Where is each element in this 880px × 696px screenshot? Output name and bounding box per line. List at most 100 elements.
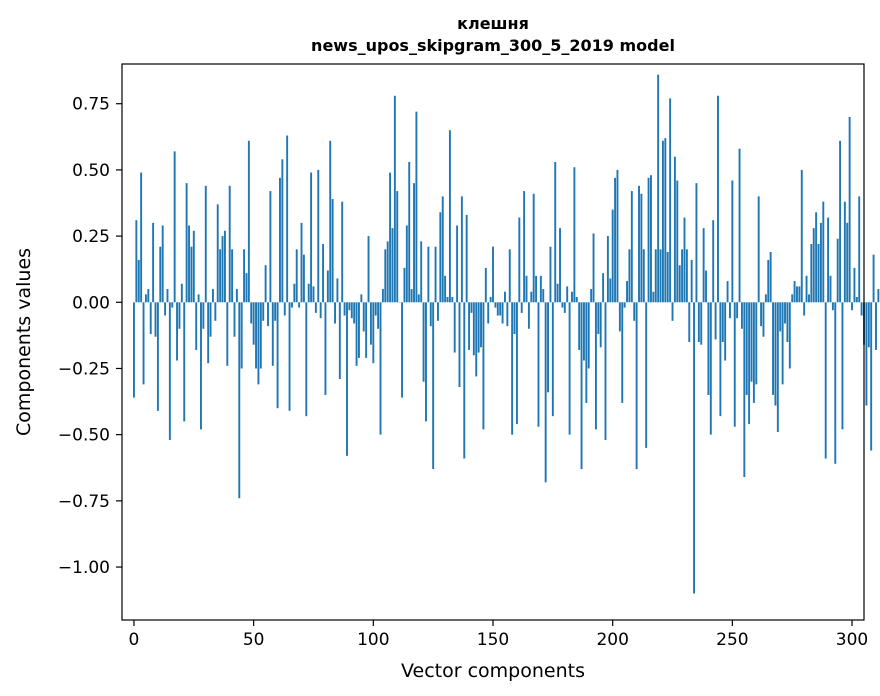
- bar-163: [523, 191, 526, 303]
- bar-183: [571, 291, 573, 303]
- bar-274: [788, 302, 791, 369]
- bar-55: [264, 265, 267, 303]
- bar-267: [772, 302, 774, 395]
- bar-119: [417, 294, 420, 303]
- bar-135: [456, 225, 459, 303]
- bar-281: [805, 275, 808, 303]
- bar-290: [827, 217, 830, 303]
- bar-279: [800, 169, 803, 303]
- bar-177: [556, 283, 559, 303]
- bar-58: [271, 302, 274, 366]
- bar-36: [219, 249, 222, 303]
- bar-251: [733, 302, 736, 427]
- bar-161: [518, 217, 521, 303]
- bar-101: [374, 302, 377, 316]
- bar-181: [566, 286, 569, 303]
- bar-293: [834, 302, 837, 464]
- bar-106: [386, 241, 389, 303]
- bar-166: [530, 291, 533, 303]
- bar-226: [673, 156, 676, 303]
- bar-47: [245, 273, 248, 303]
- bar-33: [212, 289, 214, 303]
- bar-214: [645, 302, 648, 448]
- bar-232: [688, 302, 691, 342]
- bar-159: [513, 302, 516, 335]
- bar-296: [841, 302, 844, 430]
- y-axis: 0.75 0.50 0.25 0.00 −0.25 −0.50 −0.75 −1.00: [58, 95, 122, 578]
- bars-group: [133, 74, 880, 594]
- bar-228: [678, 265, 681, 303]
- bar-300: [851, 302, 853, 311]
- bar-105: [384, 249, 387, 303]
- bar-160: [515, 302, 518, 425]
- bar-218: [654, 249, 657, 303]
- bar-32: [209, 302, 212, 337]
- bar-310: [875, 302, 877, 350]
- bar-90: [348, 302, 351, 311]
- bar-137: [460, 196, 463, 303]
- bar-255: [743, 302, 746, 478]
- bar-95: [360, 294, 363, 303]
- bar-141: [470, 302, 473, 313]
- bar-26: [195, 302, 198, 350]
- bar-157: [508, 249, 511, 303]
- bar-59: [274, 302, 277, 321]
- bar-212: [640, 193, 643, 303]
- bar-125: [432, 302, 435, 470]
- bar-308: [870, 302, 873, 451]
- bar-205: [623, 302, 626, 308]
- bar-38: [223, 230, 226, 303]
- bar-148: [487, 302, 490, 324]
- bar-128: [439, 212, 442, 303]
- bar-40: [228, 185, 231, 303]
- bar-176: [554, 161, 557, 303]
- bar-247: [724, 302, 727, 361]
- bar-124: [429, 302, 432, 327]
- bar-264: [764, 294, 767, 303]
- bar-28: [200, 302, 202, 430]
- bar-94: [358, 302, 360, 358]
- bar-191: [590, 289, 593, 303]
- bar-210: [635, 302, 638, 470]
- bar-265: [767, 259, 770, 303]
- bar-221: [661, 140, 664, 303]
- bar-169: [537, 302, 540, 427]
- bar-273: [786, 302, 789, 342]
- x-tick-label: 300: [836, 630, 868, 650]
- bar-80: [324, 302, 327, 395]
- x-tick-label: 150: [477, 630, 509, 650]
- bar-182: [568, 302, 571, 435]
- y-tick-label: −0.75: [58, 492, 110, 512]
- bar-9: [154, 302, 157, 337]
- x-tick-label: 250: [716, 630, 748, 650]
- bar-23: [188, 225, 190, 303]
- bar-158: [511, 302, 514, 435]
- bar-102: [377, 302, 380, 329]
- bar-77: [317, 169, 320, 303]
- bar-136: [458, 302, 461, 388]
- bar-3: [140, 172, 143, 303]
- chart-title: клешня: [457, 14, 529, 33]
- bar-151: [494, 302, 497, 308]
- bar-73: [307, 283, 310, 303]
- bar-24: [190, 246, 193, 303]
- bar-253: [738, 148, 741, 303]
- bar-139: [465, 214, 468, 303]
- bar-246: [721, 302, 724, 342]
- bar-57: [269, 191, 272, 303]
- bar-284: [812, 228, 815, 303]
- bar-278: [798, 286, 801, 303]
- bar-242: [712, 220, 715, 303]
- bar-299: [848, 116, 851, 303]
- bar-114: [405, 225, 408, 303]
- bar-188: [583, 302, 585, 361]
- bar-22: [185, 183, 188, 303]
- bar-53: [259, 302, 262, 369]
- bar-48: [247, 140, 250, 303]
- bar-50: [252, 302, 255, 345]
- bar-20: [180, 283, 183, 303]
- bar-189: [585, 302, 588, 403]
- bar-154: [501, 302, 504, 324]
- bar-76: [314, 302, 317, 313]
- bar-104: [381, 289, 384, 303]
